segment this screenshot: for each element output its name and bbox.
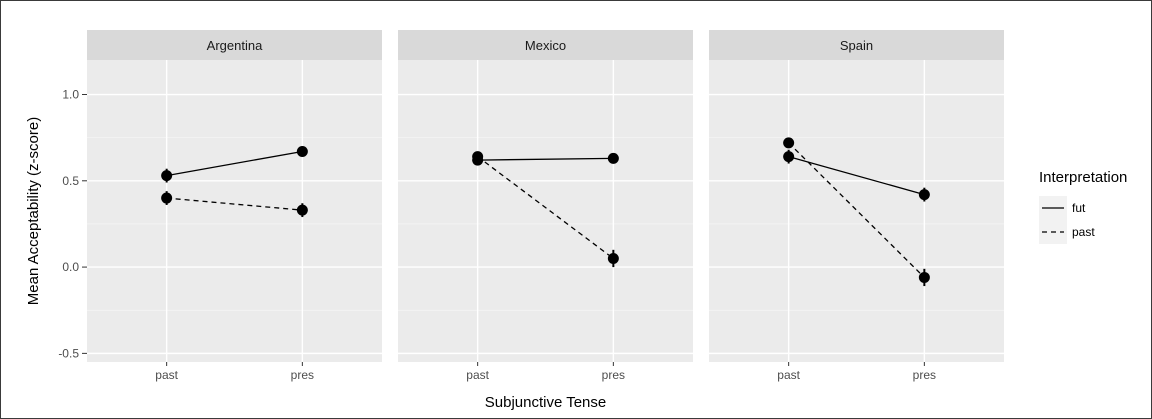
legend-label-past: past bbox=[1072, 225, 1095, 239]
series-line-fut bbox=[788, 156, 925, 196]
y-axis-title: Mean Acceptability (z-score) bbox=[25, 117, 42, 305]
data-point-past bbox=[472, 151, 484, 163]
y-tick-label: -0.5 bbox=[58, 346, 79, 360]
series-line-fut bbox=[477, 157, 614, 161]
legend-label-fut: fut bbox=[1072, 201, 1086, 215]
data-point-fut bbox=[607, 152, 619, 164]
facet-label: Mexico bbox=[525, 38, 566, 53]
x-tick-label: past bbox=[155, 368, 178, 382]
series-line-past bbox=[166, 197, 303, 211]
data-point-past bbox=[607, 252, 619, 264]
series-line-past bbox=[788, 142, 925, 278]
x-tick-label: past bbox=[466, 368, 489, 382]
data-point-fut bbox=[161, 170, 173, 182]
panel-spain: Spain past pres bbox=[709, 30, 1004, 382]
facet-strip bbox=[709, 30, 1004, 60]
facet-strip bbox=[398, 30, 693, 60]
series-line-fut bbox=[166, 150, 303, 177]
data-point-past bbox=[161, 192, 173, 204]
data-point-fut bbox=[296, 145, 308, 157]
data-point-past bbox=[918, 271, 930, 283]
data-point-fut bbox=[918, 189, 930, 201]
y-tick-label: 1.0 bbox=[62, 88, 79, 102]
facet-strip bbox=[87, 30, 382, 60]
data-point-past bbox=[296, 204, 308, 216]
legend-title: Interpretation bbox=[1039, 169, 1127, 186]
panel-argentina: Argentina past pres bbox=[87, 30, 382, 382]
x-axis-title: Subjunctive Tense bbox=[485, 394, 606, 411]
series-line-past bbox=[477, 156, 614, 259]
facet-label: Spain bbox=[840, 38, 873, 53]
panel-background bbox=[709, 60, 1004, 362]
x-tick-label: past bbox=[777, 368, 800, 382]
panel-background bbox=[398, 60, 693, 362]
x-tick-label: pres bbox=[913, 368, 936, 382]
panel-background bbox=[87, 60, 382, 362]
data-point-fut bbox=[783, 151, 795, 163]
data-point-past bbox=[783, 137, 795, 149]
facet-label: Argentina bbox=[207, 38, 263, 53]
panel-mexico: Mexico past pres bbox=[398, 30, 693, 382]
x-tick-label: pres bbox=[602, 368, 625, 382]
legend: Interpretation fut past bbox=[1039, 169, 1127, 244]
y-tick-label: 0.0 bbox=[62, 260, 79, 274]
y-tick-label: 0.5 bbox=[62, 174, 79, 188]
x-tick-label: pres bbox=[291, 368, 314, 382]
